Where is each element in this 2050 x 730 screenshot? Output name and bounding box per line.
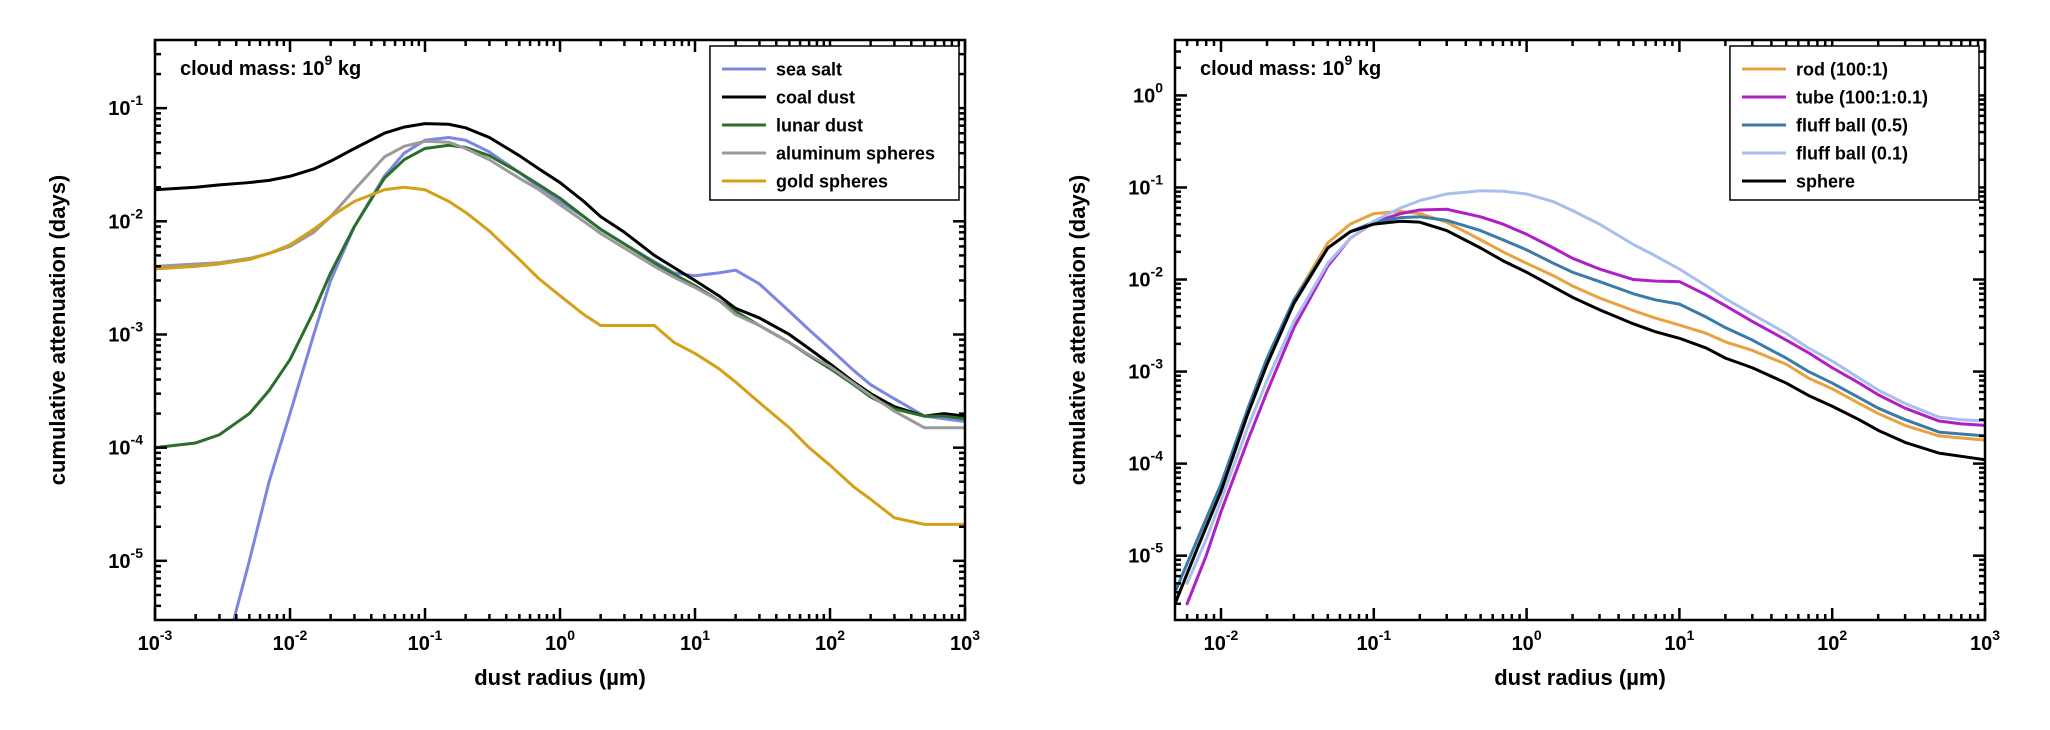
x-tick-label: 102 — [815, 627, 845, 655]
chart-left: 10-3 10-2 10-1 100 101 102 103 10-5 10-4 10-3 10-2… — [35, 20, 995, 710]
legend-label: lunar dust — [776, 115, 863, 135]
x-axis-label: dust radius (µm) — [474, 665, 646, 690]
y-tick-label: 10-4 — [1128, 448, 1163, 476]
legend-label: gold spheres — [776, 171, 888, 191]
legend-label: sphere — [1796, 171, 1855, 191]
x-tick-label: 100 — [545, 627, 575, 655]
legend-label: coal dust — [776, 87, 855, 107]
y-axis-label: cumulative attenuation (days) — [1065, 175, 1090, 486]
y-tick-label: 100 — [1133, 79, 1163, 107]
y-axis-label: cumulative attenuation (days) — [45, 175, 70, 486]
x-tick-label: 103 — [1970, 627, 2000, 655]
x-tick-label: 103 — [950, 627, 980, 655]
legend-label: sea salt — [776, 59, 842, 79]
x-tick-label: 101 — [680, 627, 710, 655]
x-tick-label: 102 — [1817, 627, 1847, 655]
x-tick-label: 101 — [1664, 627, 1694, 655]
x-axis-label: dust radius (µm) — [1494, 665, 1666, 690]
chart-container: 10-310-210-110010110210310-510-410-310-2… — [20, 20, 2030, 710]
x-tick-label: 10-3 — [138, 627, 173, 655]
x-tick-label: 10-2 — [1204, 627, 1239, 655]
y-tick-label: 10-1 — [108, 92, 143, 120]
y-tick-label: 10-3 — [1128, 356, 1163, 384]
chart-right: 10-2 10-1 100 101 102 103 10-5 10-4 10-3 10-2 10-1… — [1055, 20, 2015, 710]
y-tick-label: 10-4 — [108, 432, 143, 460]
legend-label: fluff ball (0.5) — [1796, 115, 1908, 135]
x-tick-label: 100 — [1512, 627, 1542, 655]
y-tick-label: 10-2 — [108, 205, 143, 233]
x-tick-label: 10-1 — [1356, 627, 1391, 655]
legend-label: tube (100:1:0.1) — [1796, 87, 1928, 107]
x-tick-label: 10-2 — [273, 627, 308, 655]
y-tick-label: 10-1 — [1128, 171, 1163, 199]
y-tick-label: 10-5 — [1128, 540, 1163, 568]
y-tick-label: 10-3 — [108, 318, 143, 346]
legend-label: rod (100:1) — [1796, 59, 1888, 79]
y-tick-label: 10-5 — [108, 545, 143, 573]
legend: sea salt coal dust lunar dust aluminum sphe… — [710, 46, 959, 200]
legend: rod (100:1) tube (100:1:0.1) fluff ball (0… — [1730, 46, 1979, 200]
legend-label: fluff ball (0.1) — [1796, 143, 1908, 163]
legend-label: aluminum spheres — [776, 143, 935, 163]
y-tick-label: 10-2 — [1128, 264, 1163, 292]
x-tick-label: 10-1 — [408, 627, 443, 655]
